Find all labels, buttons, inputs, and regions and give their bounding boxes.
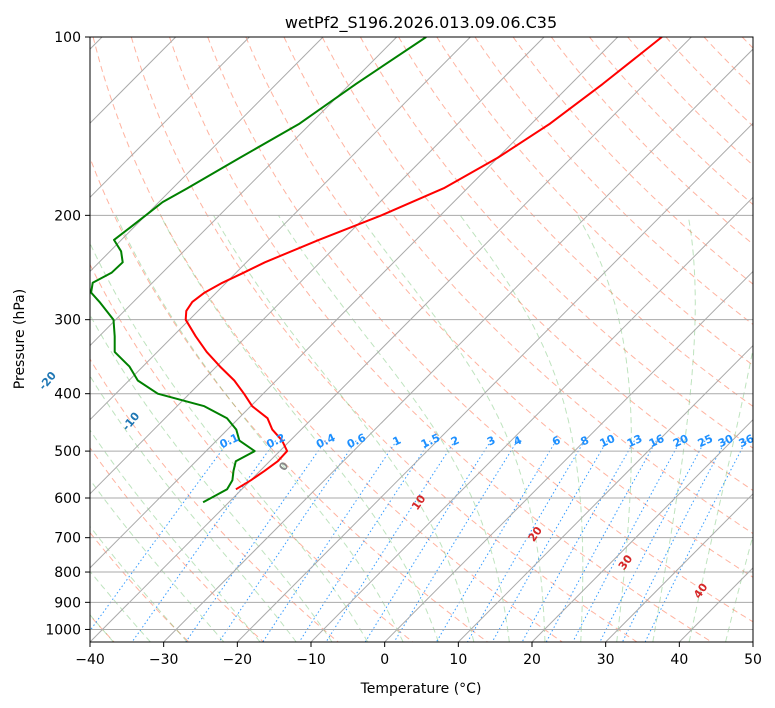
moist-adiabat-line — [115, 215, 404, 642]
mixing-ratio-line — [393, 440, 518, 642]
chart-title: wetPf2_S196.2026.013.09.06.C35 — [285, 13, 557, 33]
mixing-ratio-label: 25 — [696, 432, 715, 450]
moist-adiabat-line — [90, 375, 297, 642]
mixing-ratio-label: 36 — [737, 432, 757, 450]
moist-adiabat-line — [577, 215, 632, 642]
isotherm-line — [90, 37, 398, 347]
moist-adiabat-line — [459, 215, 584, 642]
dry-adiabat-line — [245, 37, 753, 578]
dry-adiabat-line — [90, 263, 414, 642]
x-tick-label: 20 — [523, 652, 541, 668]
mixing-ratio-line — [185, 440, 326, 642]
mixing-ratio-line — [572, 440, 681, 642]
y-tick-label: 1000 — [45, 622, 81, 638]
x-tick-label: −30 — [149, 652, 179, 668]
moist-adiabat-line — [90, 478, 225, 642]
moist-adiabat-line — [90, 314, 333, 642]
isotherm-line — [90, 37, 692, 642]
mixing-ratio-line — [262, 440, 398, 642]
mixing-ratio-label: 10 — [598, 432, 618, 450]
mixing-ratio-label: 13 — [625, 432, 644, 450]
x-tick-label: 10 — [449, 652, 467, 668]
dry-adiabat-line — [90, 156, 488, 642]
isotherm-line — [605, 493, 753, 642]
isotherm-line — [90, 37, 471, 421]
y-axis-label: Pressure (hPa) — [12, 289, 28, 389]
isotherm-line — [90, 37, 250, 199]
dry-adiabat-line — [90, 446, 264, 642]
dry-adiabat-line — [90, 358, 339, 642]
isotherm-line — [90, 37, 545, 495]
y-tick-label: 100 — [54, 30, 81, 46]
x-axis-label: Temperature (°C) — [360, 681, 482, 697]
dry-adiabat-line — [512, 37, 753, 285]
dry-adiabat-line — [130, 37, 638, 642]
x-tick-label: −20 — [223, 652, 253, 668]
moist-adiabat-line — [90, 429, 261, 642]
mixing-ratio-label: 16 — [647, 432, 667, 450]
isotherm-line — [531, 418, 753, 642]
background-lines — [90, 37, 753, 642]
dry-adiabat-line — [207, 37, 753, 623]
isotherm-line — [90, 37, 324, 273]
x-tick-label: 30 — [597, 652, 615, 668]
moist-adiabat-line — [358, 215, 546, 642]
plot-frame — [89, 36, 754, 643]
isotherm-line — [90, 37, 619, 569]
mixing-ratio-line — [644, 440, 747, 642]
mixing-ratio-label: 30 — [716, 432, 736, 450]
x-tick-label: 0 — [380, 652, 389, 668]
dry-adiabat-line — [436, 37, 753, 366]
mixing-ratio-line — [90, 440, 230, 632]
moist-adiabat-line — [277, 215, 510, 642]
y-tick-label: 300 — [54, 313, 81, 329]
mixing-ratio-line — [621, 440, 726, 642]
isotherm-line — [457, 344, 753, 642]
x-tick-label: −40 — [75, 652, 105, 668]
profile-lines — [90, 37, 663, 504]
mixing-ratio-label: 20 — [671, 432, 691, 450]
dry-adiabat-line — [321, 37, 753, 492]
mixing-ratio-line — [491, 440, 608, 642]
moist-adiabat-line — [652, 215, 696, 642]
isotherm-line — [236, 122, 753, 642]
dry-adiabat-line — [474, 37, 753, 326]
mixing-ratio-line — [467, 440, 586, 642]
dry-adiabat-line — [92, 37, 563, 642]
y-tick-label: 400 — [54, 387, 81, 403]
mixing-ratio-line — [599, 440, 706, 642]
y-tick-label: 900 — [54, 595, 81, 611]
mixing-ratio-line — [364, 440, 492, 642]
y-tick-label: 500 — [54, 444, 81, 460]
mixing-ratio-line — [218, 440, 357, 642]
moist-adiabat-line — [90, 242, 369, 642]
y-tick-label: 200 — [54, 208, 81, 224]
x-tick-label: −10 — [296, 652, 326, 668]
y-tick-label: 800 — [54, 565, 81, 581]
axes: −40 −30 −20 −10 0 10 20 30 40 50 100 200 300 400 500 60… — [45, 30, 762, 668]
x-tick-label: 40 — [670, 652, 688, 668]
isotherm-line — [384, 270, 753, 642]
isotherm-line — [163, 48, 753, 642]
temperature-profile-line — [184, 37, 663, 491]
moist-adiabat-line — [159, 215, 439, 642]
mixing-ratio-line — [131, 440, 277, 642]
y-tick-label: 600 — [54, 491, 81, 507]
mixing-ratio-line — [545, 440, 657, 642]
x-tick-label: 50 — [744, 652, 762, 668]
dewpoint-profile-line — [90, 37, 427, 504]
y-tick-label: 700 — [54, 531, 81, 547]
isotherm-line — [310, 196, 753, 642]
moist-adiabat-line — [213, 215, 475, 642]
